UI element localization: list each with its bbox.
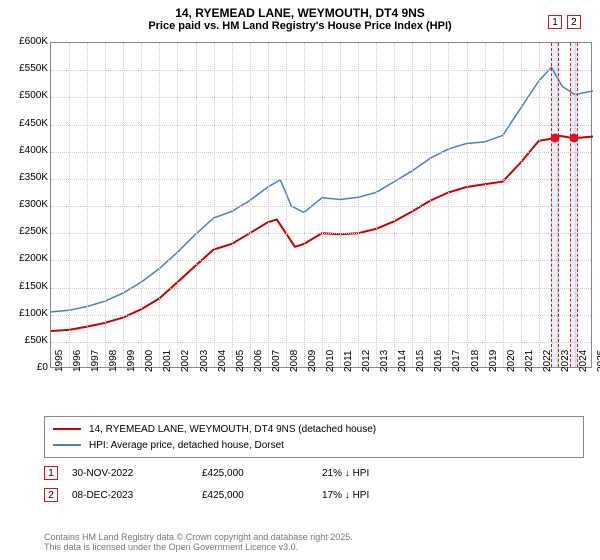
x-axis-label: 2023 [560,350,571,372]
x-axis-label: 1998 [108,350,119,372]
footnote-2: This data is licensed under the Open Gov… [44,542,353,552]
y-axis-label: £500K [4,90,48,101]
y-axis-label: £400K [4,145,48,156]
detail-delta: 21% ↓ HPI [322,468,369,479]
legend-row: 14, RYEMEAD LANE, WEYMOUTH, DT4 9NS (det… [53,421,575,437]
y-axis-label: £150K [4,281,48,292]
y-axis-label: £550K [4,63,48,74]
y-axis-label: £300K [4,199,48,210]
x-axis-label: 2020 [506,350,517,372]
detail-marker: 1 [44,466,58,480]
footnote: Contains HM Land Registry data © Crown c… [44,532,353,552]
x-axis-label: 2011 [343,350,354,372]
transaction-details: 1 30-NOV-2022£425,00021% ↓ HPI 2 08-DEC-202… [44,466,584,502]
legend-label: 14, RYEMEAD LANE, WEYMOUTH, DT4 9NS (det… [89,424,376,435]
x-axis-label: 2009 [307,350,318,372]
y-axis-label: £100K [4,308,48,319]
detail-marker: 2 [44,488,58,502]
x-axis-label: 2022 [542,350,553,372]
x-axis-label: 1999 [126,350,137,372]
x-axis-label: 1995 [54,350,65,372]
detail-date: 08-DEC-2023 [72,490,202,501]
y-axis-label: £0 [4,362,48,373]
x-axis-label: 2007 [271,350,282,372]
chart-title-1: 14, RYEMEAD LANE, WEYMOUTH, DT4 9NS [0,0,600,20]
x-axis-label: 2014 [397,350,408,372]
legend-box: 14, RYEMEAD LANE, WEYMOUTH, DT4 9NS (det… [44,416,584,458]
marker-label: 2 [567,15,581,29]
x-axis-label: 2016 [433,350,444,372]
x-axis-label: 2003 [199,350,210,372]
detail-price: £425,000 [202,468,322,479]
x-axis-label: 2017 [451,350,462,372]
x-axis-label: 2019 [488,350,499,372]
y-axis-label: £350K [4,172,48,183]
y-axis-label: £50K [4,335,48,346]
y-axis-label: £450K [4,118,48,129]
x-axis-label: 2024 [578,350,589,372]
x-axis-label: 2015 [415,350,426,372]
x-axis-label: 2000 [144,350,155,372]
x-axis-label: 2004 [217,350,228,372]
x-axis-label: 2010 [325,350,336,372]
plot-area: 12 [50,42,592,368]
detail-row: 2 08-DEC-2023£425,00017% ↓ HPI [44,488,584,502]
x-axis-label: 2005 [235,350,246,372]
detail-date: 30-NOV-2022 [72,468,202,479]
x-axis-label: 2002 [180,350,191,372]
detail-delta: 17% ↓ HPI [322,490,369,501]
legend-label: HPI: Average price, detached house, Dors… [89,440,284,451]
y-axis-label: £600K [4,36,48,47]
x-axis-label: 2025 [596,350,600,372]
x-axis-label: 2021 [524,350,535,372]
x-axis-label: 2008 [289,350,300,372]
chart-title-2: Price paid vs. HM Land Registry's House … [0,20,600,36]
chart: 12 £0 £50K £100K £150K £200K £250K £300K £350K £… [4,40,596,410]
legend-section: 14, RYEMEAD LANE, WEYMOUTH, DT4 9NS (det… [44,416,584,502]
x-axis-label: 2013 [379,350,390,372]
x-axis-label: 1997 [90,350,101,372]
x-axis-label: 1996 [72,350,83,372]
detail-price: £425,000 [202,490,322,501]
legend-row: HPI: Average price, detached house, Dors… [53,437,575,453]
y-axis-label: £250K [4,226,48,237]
x-axis-label: 2018 [470,350,481,372]
x-axis-label: 2006 [253,350,264,372]
marker-label: 1 [548,15,562,29]
detail-row: 1 30-NOV-2022£425,00021% ↓ HPI [44,466,584,480]
x-axis-label: 2001 [162,350,173,372]
y-axis-label: £200K [4,253,48,264]
x-axis-label: 2012 [361,350,372,372]
footnote-1: Contains HM Land Registry data © Crown c… [44,532,353,542]
